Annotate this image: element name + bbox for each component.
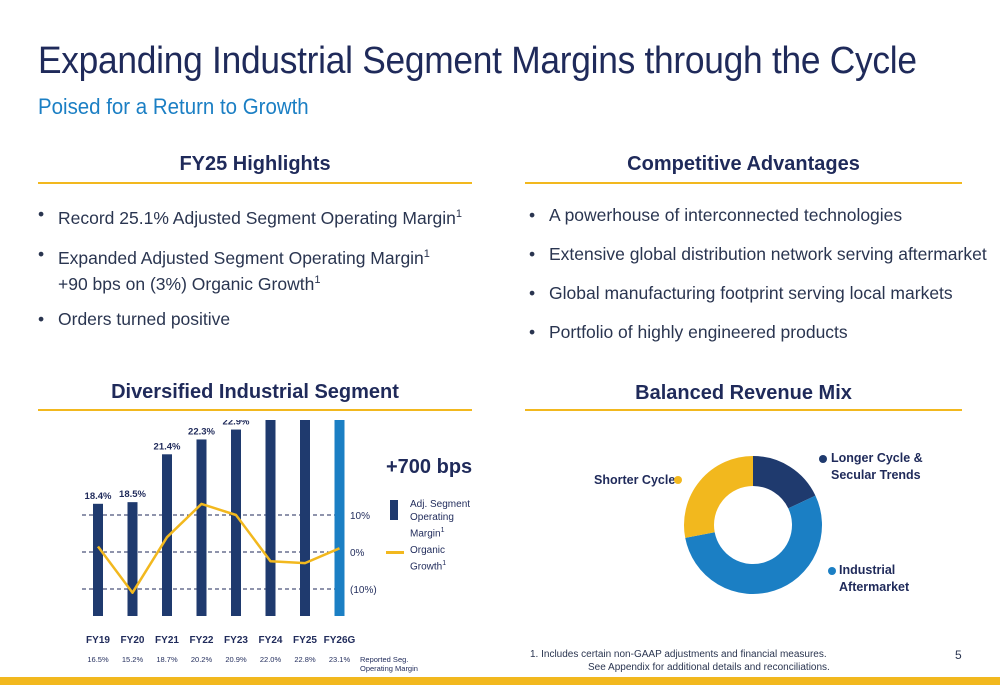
category-label: FY24 <box>259 635 283 646</box>
segment-rule <box>38 409 472 411</box>
axis-tick-label: (10%) <box>350 585 377 596</box>
organic-growth-line <box>96 502 340 594</box>
advantage-item: A powerhouse of interconnected technolog… <box>529 204 987 226</box>
page-subtitle: Poised for a Return to Growth <box>38 94 309 119</box>
bar <box>162 454 172 616</box>
bar <box>231 429 241 616</box>
reported-margin-value: 23.1% <box>329 655 351 664</box>
category-label: FY21 <box>155 635 179 646</box>
page-title: Expanding Industrial Segment Margins thr… <box>38 40 917 82</box>
reported-margin-value: 22.8% <box>294 655 316 664</box>
bottom-accent-bar <box>0 677 1000 685</box>
highlights-list: Record 25.1% Adjusted Segment Operating … <box>38 203 462 344</box>
category-label: FY26G <box>324 635 356 646</box>
aftermarket-label: Industrial Aftermarket <box>839 563 910 594</box>
advantage-item: Portfolio of highly engineered products <box>529 321 987 343</box>
highlights-heading: FY25 Highlights <box>179 153 331 175</box>
bar <box>265 420 276 616</box>
bar-value-label: 18.4% <box>85 491 112 502</box>
advantage-item: Extensive global distribution network se… <box>529 243 987 265</box>
shorter-cycle-label: Shorter Cycle <box>594 473 676 487</box>
reported-margin-value: 15.2% <box>122 655 144 664</box>
advantages-rule <box>525 182 962 184</box>
highlight-item: Expanded Adjusted Segment Operating Marg… <box>38 243 462 295</box>
aftermarket-dot <box>828 567 836 575</box>
reported-margin-value: 20.2% <box>191 655 213 664</box>
page-number: 5 <box>955 648 962 662</box>
reported-margin-value: 20.9% <box>225 655 247 664</box>
bar <box>300 420 310 616</box>
bar-value-label: 22.9% <box>223 420 250 428</box>
bar <box>334 420 345 616</box>
legend-line-label: Organic Growth1 <box>410 545 447 573</box>
revenue-mix-rule <box>525 409 962 411</box>
footnote: 1. Includes certain non-GAAP adjustments… <box>530 649 830 673</box>
aftermarket-slice <box>685 495 822 594</box>
bar <box>93 503 103 616</box>
segment-heading: Diversified Industrial Segment <box>111 381 399 403</box>
longer-cycle-dot <box>819 455 827 463</box>
legend-bar-label: Adj. Segment Operating Margin1 <box>410 499 471 540</box>
bar <box>196 439 207 616</box>
shorter-cycle-dot <box>674 476 682 484</box>
highlight-item: Record 25.1% Adjusted Segment Operating … <box>38 203 462 229</box>
bps-callout: +700 bps <box>386 456 473 478</box>
category-label: FY25 <box>293 635 317 646</box>
reported-margin-value: 18.7% <box>156 655 178 664</box>
category-label: FY22 <box>190 635 214 646</box>
bar-value-label: 21.4% <box>154 441 181 452</box>
margin-chart: 10% 0% (10%) 18.4% FY19 16.5% 18.5% FY20 15.2% 21… <box>82 420 377 664</box>
axis-tick-label: 10% <box>350 511 370 522</box>
advantages-heading: Competitive Advantages <box>627 153 860 175</box>
category-label: FY23 <box>224 635 248 646</box>
highlight-item: Orders turned positive <box>38 308 462 330</box>
revenue-mix-heading: Balanced Revenue Mix <box>635 382 852 404</box>
category-label: FY19 <box>86 635 110 646</box>
bar-value-label: 22.3% <box>188 426 215 437</box>
reported-margin-label: Reported Seg. Operating Margin <box>360 655 418 673</box>
reported-margin-value: 22.0% <box>260 655 282 664</box>
longer-cycle-slice <box>752 456 816 510</box>
bar-value-label: 18.5% <box>119 489 146 500</box>
legend-bar-swatch <box>390 500 398 520</box>
longer-cycle-label: Longer Cycle & Secular Trends <box>831 451 923 482</box>
reported-margin-value: 16.5% <box>87 655 109 664</box>
bar <box>127 502 138 616</box>
category-label: FY20 <box>121 635 145 646</box>
shorter-cycle-slice <box>684 456 754 538</box>
legend-line-swatch <box>386 551 404 554</box>
revenue-mix-donut <box>684 456 822 594</box>
advantages-list: A powerhouse of interconnected technolog… <box>529 204 987 360</box>
axis-tick-label: 0% <box>350 548 365 559</box>
highlights-rule <box>38 182 472 184</box>
advantage-item: Global manufacturing footprint serving l… <box>529 282 987 304</box>
